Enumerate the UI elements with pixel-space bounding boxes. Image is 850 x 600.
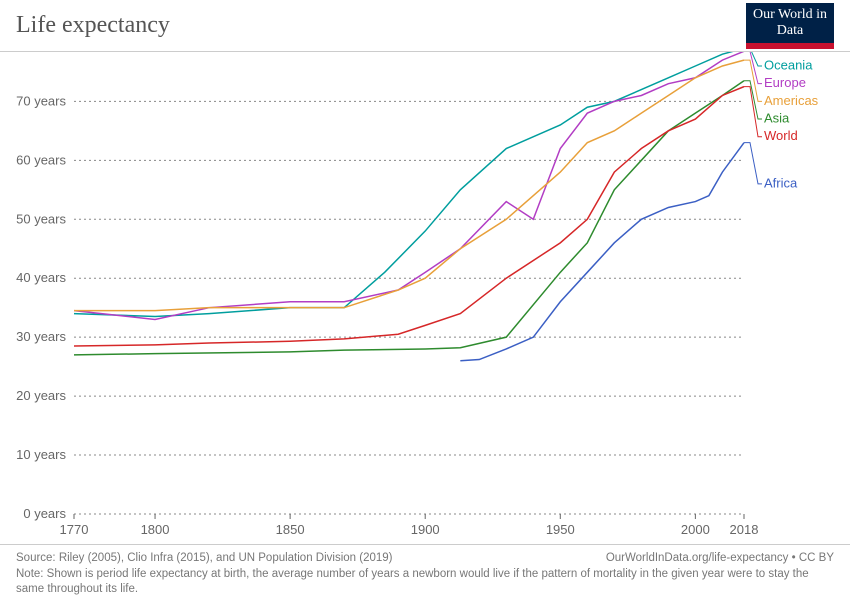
x-axis-label: 2000 bbox=[681, 522, 710, 537]
chart-header: Life expectancy Our World in Data bbox=[0, 0, 850, 52]
series-label-world[interactable]: World bbox=[764, 128, 798, 143]
y-axis-label: 50 years bbox=[16, 211, 66, 226]
series-line-europe[interactable] bbox=[74, 52, 744, 319]
y-axis-label: 20 years bbox=[16, 388, 66, 403]
chart-footer: Source: Riley (2005), Clio Infra (2015),… bbox=[0, 544, 850, 600]
series-line-oceania[interactable] bbox=[74, 52, 744, 317]
y-axis-label: 70 years bbox=[16, 93, 66, 108]
x-axis-label: 1850 bbox=[276, 522, 305, 537]
y-axis-label: 10 years bbox=[16, 447, 66, 462]
x-axis-label: 1800 bbox=[141, 522, 170, 537]
plot-area: 0 years 10 years 20 years 30 years 40 years 5… bbox=[0, 52, 850, 544]
chart-svg: 0 years 10 years 20 years 30 years 40 years 5… bbox=[0, 52, 850, 544]
y-axis-label: 60 years bbox=[16, 152, 66, 167]
x-axis-label: 1950 bbox=[546, 522, 575, 537]
source-text: Source: Riley (2005), Clio Infra (2015),… bbox=[16, 551, 393, 567]
chart-title: Life expectancy bbox=[16, 12, 170, 39]
x-axis-label: 1770 bbox=[60, 522, 89, 537]
series-line-world[interactable] bbox=[74, 87, 744, 346]
series-label-asia[interactable]: Asia bbox=[764, 110, 790, 125]
series-line-americas[interactable] bbox=[74, 60, 744, 311]
owid-logo-stripe bbox=[746, 43, 834, 49]
y-axis-label: 40 years bbox=[16, 270, 66, 285]
series-label-oceania[interactable]: Oceania bbox=[764, 57, 813, 72]
y-axis-label: 0 years bbox=[23, 506, 66, 521]
footer-note: Note: Shown is period life expectancy at… bbox=[16, 567, 834, 598]
attribution-link[interactable]: OurWorldInData.org/life-expectancy • CC … bbox=[606, 551, 834, 567]
series-label-europe[interactable]: Europe bbox=[764, 75, 806, 90]
label-connector bbox=[744, 143, 762, 184]
y-axis-label: 30 years bbox=[16, 329, 66, 344]
x-axis-label: 1900 bbox=[411, 522, 440, 537]
series-label-americas[interactable]: Americas bbox=[764, 93, 819, 108]
series-label-africa[interactable]: Africa bbox=[764, 175, 798, 190]
x-axis-label: 2018 bbox=[730, 522, 759, 537]
owid-logo[interactable]: Our World in Data bbox=[746, 3, 834, 49]
label-connector bbox=[744, 52, 762, 84]
owid-logo-text: Our World in Data bbox=[746, 3, 834, 43]
series-line-africa[interactable] bbox=[460, 143, 744, 361]
